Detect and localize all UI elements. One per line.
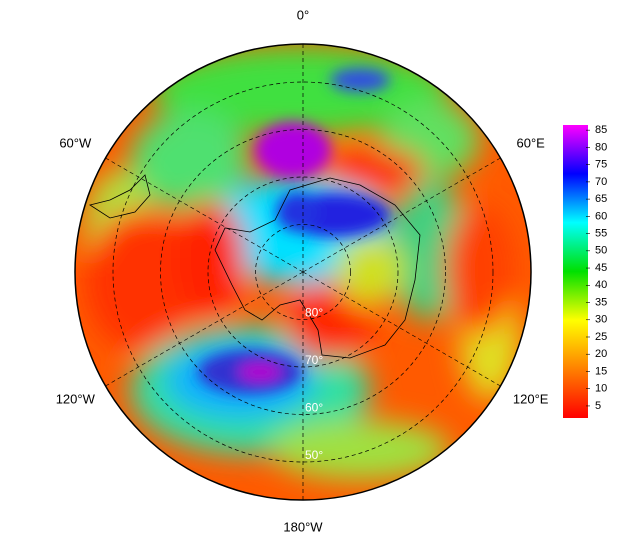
- parallel-label: 80°: [305, 306, 323, 320]
- meridian-label: 120°E: [513, 391, 549, 406]
- colorbar-label: 70: [595, 176, 607, 188]
- meridian-label: 60°E: [517, 135, 546, 150]
- colorbar-label: 25: [595, 331, 607, 343]
- colorbar: [563, 125, 588, 418]
- colorbar-label: 5: [595, 400, 601, 412]
- colorbar-label: 15: [595, 365, 607, 377]
- colorbar-label: 85: [595, 124, 607, 136]
- colorbar-ticks: 5 10 15 20 25 30 35 40 45 50 55 60 65 70 75 80 85: [586, 124, 607, 412]
- meridian: [302, 271, 501, 387]
- parallel-label: 70°: [305, 353, 323, 367]
- colorbar-label: 75: [595, 159, 607, 171]
- meridian: [105, 157, 304, 273]
- colorbar-label: 65: [595, 193, 607, 205]
- coastline: [214, 177, 421, 359]
- colorbar-label: 10: [595, 383, 607, 395]
- colorbar-label: 55: [595, 227, 607, 239]
- map-border: [74, 43, 532, 501]
- colorbar-label: 35: [595, 296, 607, 308]
- coastline: [89, 174, 151, 219]
- field: [75, 44, 531, 500]
- meridian-label: 120°W: [56, 391, 96, 406]
- colorbar-label: 40: [595, 279, 607, 291]
- colorbar-label: 60: [595, 210, 607, 222]
- parallel: [160, 129, 446, 415]
- graticule: 80° 70° 60° 50° 0° 60°E 120°E 180°W 120°W 60°W: [56, 7, 549, 534]
- parallel: [112, 81, 494, 463]
- colorbar-label: 45: [595, 262, 607, 274]
- meridian: [302, 157, 501, 273]
- meridian-label: 0°: [297, 7, 309, 22]
- meridian-label: 180°W: [283, 519, 323, 534]
- colorbar-label: 80: [595, 141, 607, 153]
- meridian-label: 60°W: [59, 135, 92, 150]
- meridian: [105, 271, 304, 387]
- parallel: [255, 224, 351, 320]
- parallel-label: 50°: [305, 448, 323, 462]
- parallel-label: 60°: [305, 401, 323, 415]
- colorbar-label: 50: [595, 245, 607, 257]
- colorbar-label: 20: [595, 348, 607, 360]
- colorbar-label: 30: [595, 314, 607, 326]
